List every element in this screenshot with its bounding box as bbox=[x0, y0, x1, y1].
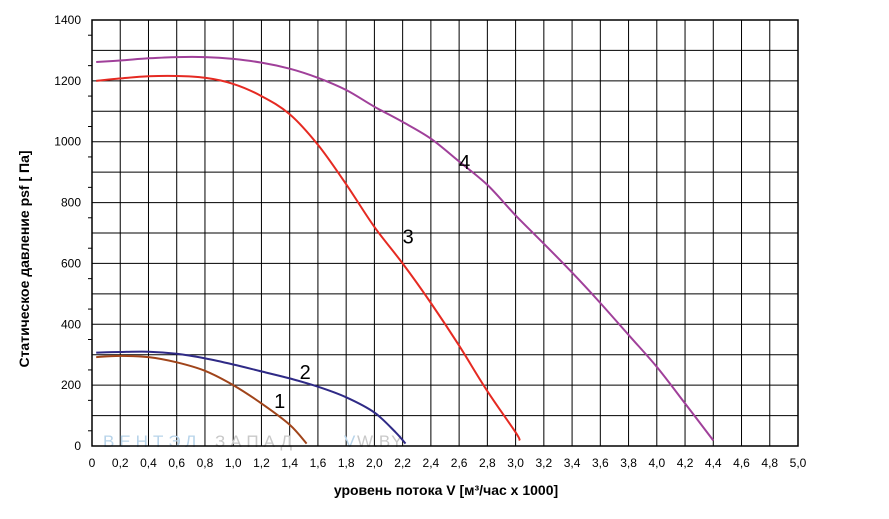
x-tick-label: 0,2 bbox=[112, 456, 129, 470]
x-tick-label: 2,2 bbox=[394, 456, 411, 470]
y-tick-label: 1000 bbox=[54, 135, 81, 149]
series-labels: 12 3 4 bbox=[274, 152, 470, 413]
x-tick-labels: 0 0,2 0,4 0,6 0,8 1,0 1,2 1,4 1,6 1,8 2,0 2,2 2,4 2,6… bbox=[89, 456, 807, 470]
x-tick-label: 1,0 bbox=[225, 456, 242, 470]
series-label-3: 3 bbox=[403, 227, 414, 249]
x-tick-label: 2,0 bbox=[366, 456, 383, 470]
x-tick-label: 5,0 bbox=[790, 456, 807, 470]
x-tick-label: 0,8 bbox=[197, 456, 214, 470]
watermark-part-3: V bbox=[344, 432, 356, 451]
watermark-part-2: ЗАПАД bbox=[215, 432, 297, 451]
y-tick-label: 1400 bbox=[54, 13, 81, 27]
series-line-4 bbox=[96, 55, 715, 442]
x-tick-label: 1,6 bbox=[310, 456, 327, 470]
series-label-1: 1 bbox=[274, 391, 285, 413]
x-tick-label: 2,8 bbox=[479, 456, 496, 470]
x-tick-label: 1,2 bbox=[253, 456, 270, 470]
series-group bbox=[96, 55, 715, 445]
x-tick-label: 3,2 bbox=[535, 456, 552, 470]
y-tick-label: 1200 bbox=[54, 74, 81, 88]
series-line-3 bbox=[96, 74, 521, 441]
watermark-part-1: ВЕНТЭЛ bbox=[103, 432, 201, 451]
plot-border bbox=[91, 19, 799, 447]
series-label-2: 2 bbox=[300, 362, 311, 384]
y-tick-label: 800 bbox=[61, 196, 81, 210]
y-tick-label: 0 bbox=[74, 439, 81, 453]
x-tick-label: 0,4 bbox=[140, 456, 157, 470]
x-tick-label: 1,8 bbox=[338, 456, 355, 470]
x-tick-label: 1,4 bbox=[281, 456, 298, 470]
x-tick-label: 0 bbox=[89, 456, 96, 470]
x-tick-label: 4,2 bbox=[677, 456, 694, 470]
watermark-part-4: W.BY bbox=[357, 432, 404, 451]
y-tick-label: 400 bbox=[61, 317, 81, 331]
x-tick-label: 3,0 bbox=[507, 456, 524, 470]
x-tick-label: 4,0 bbox=[648, 456, 665, 470]
series-line-1 bbox=[96, 354, 308, 445]
y-tick-label: 600 bbox=[61, 256, 81, 270]
y-axis-label: Статическое давление psf [ Па] bbox=[16, 150, 32, 367]
x-tick-label: 3,8 bbox=[620, 456, 637, 470]
x-tick-label: 0,6 bbox=[168, 456, 185, 470]
x-tick-label: 3,4 bbox=[564, 456, 581, 470]
x-tick-label: 4,4 bbox=[705, 456, 722, 470]
x-tick-label: 3,6 bbox=[592, 456, 609, 470]
y-tick-label: 200 bbox=[61, 378, 81, 392]
x-tick-label: 2,6 bbox=[451, 456, 468, 470]
x-tick-label: 4,6 bbox=[733, 456, 750, 470]
y-tick-labels: 0 200 400 600 800 1000 1200 1400 bbox=[54, 13, 81, 453]
x-tick-label: 2,4 bbox=[423, 456, 440, 470]
x-axis-label: уровень потока V [м³/час x 1000] bbox=[334, 482, 558, 498]
x-tick-label: 4,8 bbox=[761, 456, 778, 470]
series-line-2 bbox=[96, 350, 407, 445]
series-label-4: 4 bbox=[459, 152, 470, 174]
